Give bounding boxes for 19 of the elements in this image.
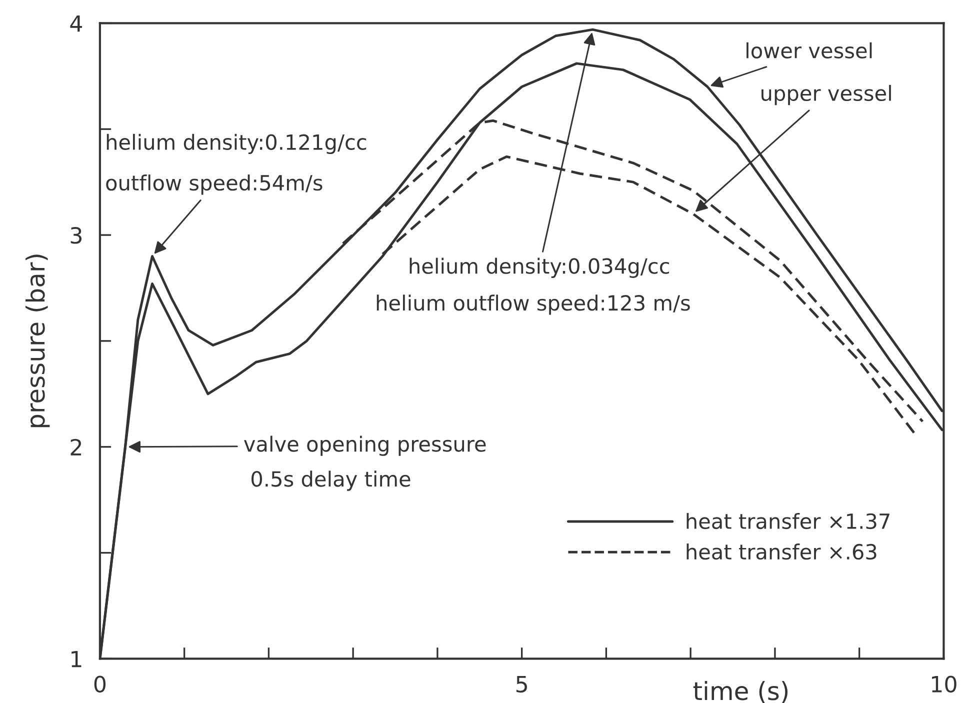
annotation: upper vessel xyxy=(762,84,891,106)
annotation: helium density:0.034g/cc xyxy=(410,258,670,278)
annotation: lower vessel xyxy=(746,42,872,58)
x-tick-label: 5 xyxy=(516,676,527,693)
y-tick-label: 2 xyxy=(70,438,82,456)
legend-label: heat transfer ×1.37 xyxy=(686,512,890,530)
legend-label: heat transfer ×.63 xyxy=(686,544,876,560)
annotation: valve opening pressure xyxy=(244,436,486,456)
y-tick-label: 4 xyxy=(70,15,82,32)
x-axis-title: time (s) xyxy=(693,680,788,703)
x-tick-label: 10 xyxy=(932,676,956,693)
annotation: outflow speed:54m/s xyxy=(106,174,322,195)
annotation: helium outflow speed:123 m/s xyxy=(376,294,690,315)
y-tick-label: 1 xyxy=(72,650,82,668)
x-tick-label: 0 xyxy=(94,676,106,693)
annotation: helium density:0.121g/cc xyxy=(106,134,366,154)
y-axis-title: pressure (bar) xyxy=(26,254,50,428)
annotation: 0.5s delay time xyxy=(252,470,410,491)
y-tick-label: 3 xyxy=(70,226,82,244)
